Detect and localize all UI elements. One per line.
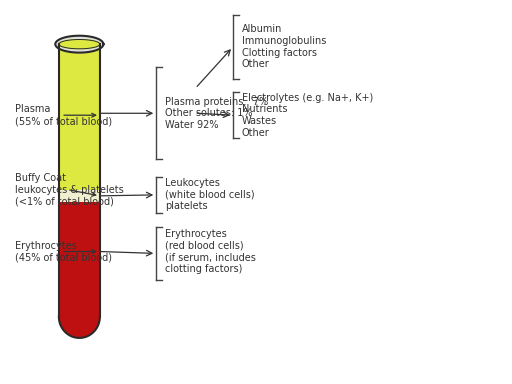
Text: Erythrocytes
(45% of total blood): Erythrocytes (45% of total blood) bbox=[15, 241, 112, 262]
Bar bbox=[59, 190, 100, 202]
Text: Leukocytes
(white blood cells)
platelets: Leukocytes (white blood cells) platelets bbox=[165, 178, 254, 211]
Text: Electrolytes (e.g. Na+, K+)
Nutrients
Wastes
Other: Electrolytes (e.g. Na+, K+) Nutrients Wa… bbox=[242, 93, 373, 137]
Text: Buffy Coat
leukocytes & platelets
(<1% of total blood): Buffy Coat leukocytes & platelets (<1% o… bbox=[15, 174, 124, 207]
Ellipse shape bbox=[59, 296, 100, 338]
Text: Albumin
Immunoglobulins
Clotting factors
Other: Albumin Immunoglobulins Clotting factors… bbox=[242, 25, 326, 69]
Polygon shape bbox=[59, 40, 100, 49]
Text: Plasma proteins:  7%
Other solutes: 1%
Water 92%: Plasma proteins: 7% Other solutes: 1% Wa… bbox=[165, 97, 268, 130]
Text: Erythrocytes
(red blood cells)
(if serum, includes
clotting factors): Erythrocytes (red blood cells) (if serum… bbox=[165, 229, 255, 274]
Text: Plasma
(55% of total blood): Plasma (55% of total blood) bbox=[15, 104, 113, 126]
Bar bbox=[59, 44, 100, 190]
Bar bbox=[59, 202, 100, 317]
Polygon shape bbox=[55, 36, 103, 53]
